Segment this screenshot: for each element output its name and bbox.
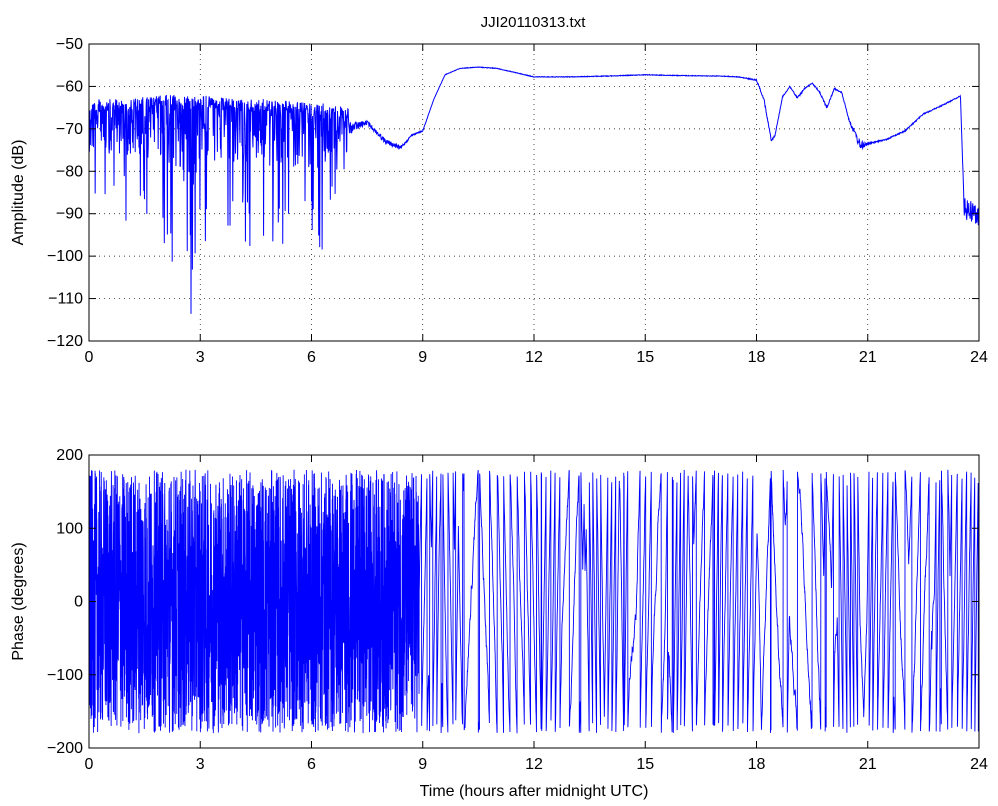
figure-title: JJI20110313.txt xyxy=(481,14,587,31)
amplitude-y-tick-label: −90 xyxy=(56,206,83,223)
amplitude-x-tick-label: 15 xyxy=(636,349,654,366)
phase-x-tick-label: 24 xyxy=(970,756,988,773)
amplitude-x-tick-label: 18 xyxy=(748,349,766,366)
amplitude-y-label: Amplitude (dB) xyxy=(10,140,27,246)
phase-y-tick-label: −100 xyxy=(47,667,83,684)
amplitude-y-tick-label: −60 xyxy=(56,78,83,95)
amplitude-x-tick-label: 12 xyxy=(525,349,543,366)
amplitude-x-tick-label: 21 xyxy=(859,349,877,366)
phase-x-tick-label: 3 xyxy=(196,756,205,773)
amplitude-x-ticks: 0 3 6 9 12 15 18 21 24 xyxy=(85,44,988,366)
amplitude-y-tick-label: −100 xyxy=(47,248,83,265)
phase-y-label: Phase (degrees) xyxy=(10,542,27,660)
amplitude-x-tick-label: 6 xyxy=(307,349,316,366)
phase-y-ticks: 200 100 0 −100 −200 xyxy=(47,447,979,757)
phase-x-tick-label: 21 xyxy=(859,756,877,773)
phase-x-tick-label: 6 xyxy=(307,756,316,773)
phase-y-tick-label: 0 xyxy=(74,594,83,611)
phase-x-ticks: 0 3 6 9 12 15 18 21 24 xyxy=(85,455,988,773)
phase-y-tick-label: 200 xyxy=(56,447,83,464)
amplitude-y-tick-label: −80 xyxy=(56,163,83,180)
amplitude-x-tick-label: 0 xyxy=(85,349,94,366)
phase-x-tick-label: 9 xyxy=(418,756,427,773)
phase-x-label: Time (hours after midnight UTC) xyxy=(420,783,649,800)
phase-x-tick-label: 0 xyxy=(85,756,94,773)
amplitude-trace xyxy=(89,66,979,314)
amplitude-y-tick-label: −50 xyxy=(56,36,83,53)
phase-y-tick-label: −200 xyxy=(47,740,83,757)
phase-x-tick-label: 18 xyxy=(748,756,766,773)
amplitude-x-tick-label: 9 xyxy=(418,349,427,366)
amplitude-y-tick-label: −110 xyxy=(48,291,83,308)
phase-y-tick-label: 100 xyxy=(56,520,83,537)
amplitude-y-ticks: −50 −60 −70 −80 −90 −100 −110 −120 xyxy=(47,36,979,350)
amplitude-y-tick-label: −120 xyxy=(47,333,83,350)
phase-trace xyxy=(89,469,979,734)
phase-x-tick-label: 12 xyxy=(525,756,543,773)
amplitude-x-tick-label: 3 xyxy=(196,349,205,366)
phase-panel: 0 3 6 9 12 15 18 21 24 200 100 0 −100 −200 Phase (de… xyxy=(10,447,988,800)
amplitude-grid xyxy=(89,44,979,341)
amplitude-panel: 0 3 6 9 12 15 18 21 24 −50 −60 −70 −80 −90 −100 −110 −1… xyxy=(10,36,988,366)
phase-x-tick-label: 15 xyxy=(636,756,654,773)
amplitude-x-tick-label: 24 xyxy=(970,349,988,366)
amplitude-y-tick-label: −70 xyxy=(56,121,83,138)
